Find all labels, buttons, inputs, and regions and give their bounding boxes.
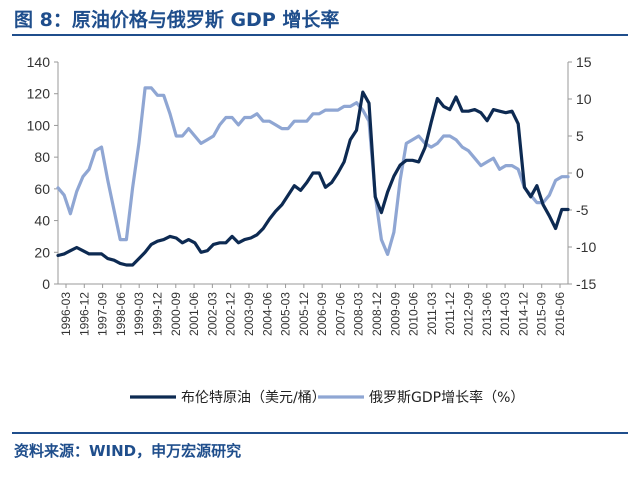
x-tick-label: 2000-09	[169, 292, 183, 336]
series-line-brent-oil	[56, 90, 570, 267]
x-tick-label: 1999-12	[150, 292, 164, 336]
series-line-russia-gdp	[56, 86, 570, 256]
chart-legend: 布伦特原油（美元/桶） 俄罗斯GDP增长率（%）	[130, 389, 524, 406]
chart-axes: 0 20 40 60 80 100 120 140 -15 -10 -5 0 5 10 15 1996-03 1…	[27, 54, 597, 336]
x-tick-label: 2010-06	[407, 292, 421, 336]
title-rule	[12, 34, 628, 36]
y-left-tick-label: 140	[27, 54, 51, 70]
x-tick-label: 2004-06	[260, 292, 274, 336]
x-tick-label: 2006-09	[315, 292, 329, 336]
y-right-tick-label: 0	[576, 165, 584, 181]
y-right-tick-label: -5	[576, 202, 589, 218]
source-note: 资料来源：WIND，申万宏源研究	[14, 442, 242, 460]
x-tick-label: 2003-09	[242, 292, 256, 336]
legend-label-russia-gdp: 俄罗斯GDP增长率（%）	[369, 389, 524, 406]
x-tick-label: 1998-06	[114, 292, 128, 336]
x-tick-label: 2005-03	[279, 292, 293, 336]
x-tick-label: 1996-12	[77, 292, 91, 336]
x-tick-label: 2013-06	[480, 292, 494, 336]
x-tick-label: 2008-12	[370, 292, 384, 336]
x-tick-label: 2011-03	[425, 292, 439, 335]
x-tick-label: 2007-06	[333, 292, 347, 336]
chart-series	[56, 86, 570, 267]
x-tick-label: 2009-09	[388, 292, 402, 336]
x-tick-label: 2011-12	[443, 292, 457, 335]
y-left-tick-label: 80	[34, 149, 50, 165]
y-right-tick-label: -10	[576, 239, 596, 255]
y-right-tick-label: 15	[576, 54, 592, 70]
x-tick-label: 1996-03	[59, 292, 73, 336]
y-right-tick-label: -15	[576, 276, 596, 292]
x-tick-label: 2005-12	[297, 292, 311, 336]
chart: 0 20 40 60 80 100 120 140 -15 -10 -5 0 5 10 15 1996-03 1…	[27, 54, 597, 406]
x-tick-label: 2002-03	[205, 292, 219, 336]
x-tick-label: 2002-12	[224, 292, 238, 336]
x-tick-label: 2001-06	[187, 292, 201, 336]
x-tick-label: 2014-12	[516, 292, 530, 336]
x-tick-label: 2016-06	[553, 292, 567, 336]
legend-label-brent-oil: 布伦特原油（美元/桶）	[181, 390, 326, 406]
y-right-tick-label: 5	[576, 128, 584, 144]
y-left-tick-label: 100	[27, 117, 51, 133]
x-tick-label: 1997-09	[96, 292, 110, 336]
figure-title: 图 8：原油价格与俄罗斯 GDP 增长率	[14, 9, 340, 31]
footer-rule	[12, 432, 628, 434]
y-right-tick-label: 10	[576, 91, 592, 107]
x-tick-label: 2015-09	[535, 292, 549, 336]
y-left-tick-label: 40	[34, 213, 50, 229]
y-left-tick-label: 0	[42, 276, 50, 292]
x-tick-label: 1999-03	[132, 292, 146, 336]
y-left-tick-label: 120	[27, 86, 51, 102]
x-tick-label: 2012-09	[462, 292, 476, 336]
y-left-tick-label: 60	[34, 181, 50, 197]
y-left-tick-label: 20	[34, 244, 50, 260]
x-tick-label: 2008-03	[352, 292, 366, 336]
x-tick-label: 2014-03	[498, 292, 512, 336]
